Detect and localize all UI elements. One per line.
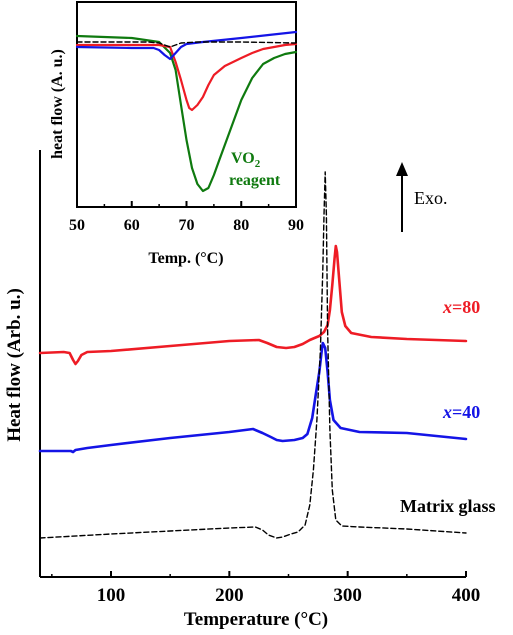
exo-arrow-head <box>396 162 408 176</box>
inset-x-axis-title: Temp. (°C) <box>148 250 223 267</box>
inset-series-label-vo: VO <box>231 150 255 167</box>
inset-series-label: VO2 <box>231 150 261 170</box>
main-x-tick-label-100: 100 <box>97 585 126 606</box>
series-label-x40-val: =40 <box>452 402 480 422</box>
main-x-tick-label-200: 200 <box>215 585 244 606</box>
series-label-x80-var: x <box>442 297 452 317</box>
series-label-x80-val: =80 <box>452 297 480 317</box>
inset-series-dashed <box>76 41 297 48</box>
main-plot: 100 200 300 400 Temperature (°C) Heat flow … <box>4 150 495 630</box>
inset-series-lines <box>75 30 298 193</box>
inset-y-axis-title: heat flow (A. u.) <box>49 49 66 159</box>
main-series-lines <box>38 171 468 539</box>
inset-plot: 50 60 70 80 90 Temp. (°C) heat flow (A. u.) … <box>49 1 304 267</box>
main-x-tick-label-300: 300 <box>333 585 362 606</box>
main-x-tick-label-400: 400 <box>452 585 481 606</box>
main-x-axis-title: Temperature (°C) <box>184 609 328 630</box>
main-series-x-80 <box>38 244 468 366</box>
main-y-axis-title: Heat flow (Arb. u.) <box>4 288 25 442</box>
inset-x-tick-label-60: 60 <box>124 217 140 234</box>
main-series-x-40 <box>38 341 468 454</box>
series-label-matrix-glass: Matrix glass <box>400 496 495 516</box>
main-x-ticks: 100 200 300 400 <box>51 571 481 606</box>
inset-x-tick-label-80: 80 <box>233 217 249 234</box>
series-label-x40-var: x <box>442 402 452 422</box>
inset-x-tick-label-90: 90 <box>288 217 304 234</box>
inset-x-tick-label-70: 70 <box>179 217 195 234</box>
series-label-x80: x=80 <box>442 297 480 317</box>
inset-series-label-reagent: reagent <box>229 172 281 189</box>
series-label-x40: x=40 <box>442 402 480 422</box>
inset-series-red <box>75 42 298 112</box>
inset-x-tick-label-50: 50 <box>69 217 85 234</box>
exo-label: Exo. <box>414 188 448 208</box>
inset-series-label-sub: 2 <box>255 158 261 170</box>
main-series-matrix-glass <box>39 171 467 539</box>
inset-series-vo2-reagent <box>75 34 298 193</box>
inset-x-ticks: 50 60 70 80 90 <box>69 201 304 234</box>
inset-series-blue <box>75 30 298 61</box>
